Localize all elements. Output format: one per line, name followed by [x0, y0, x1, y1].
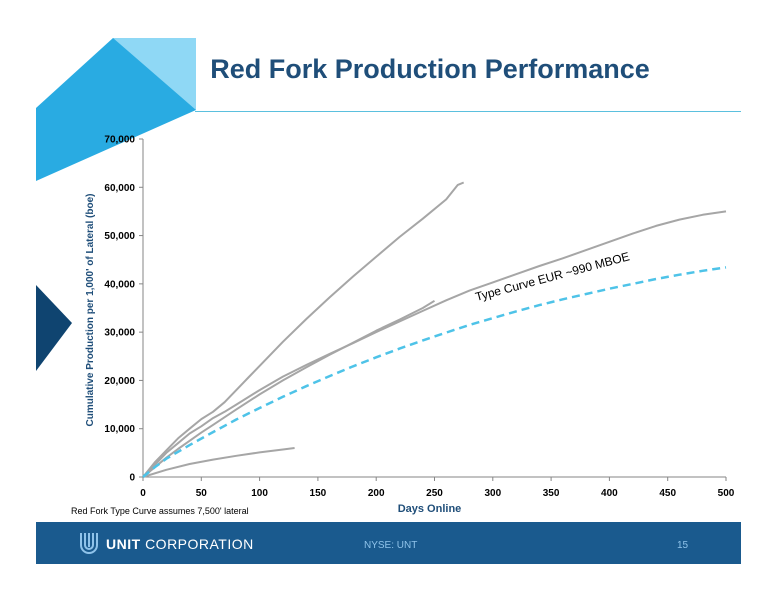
well-curve-line-1: [142, 181, 465, 478]
y-tick-label: 20,000: [104, 376, 135, 387]
x-tick-label: 150: [310, 488, 327, 499]
well-curve-line-2: [142, 210, 727, 478]
x-axis-title: Days Online: [398, 503, 462, 515]
x-tick-label: 0: [140, 488, 146, 499]
stock-ticker: NYSE: UNT: [364, 540, 418, 551]
x-tick-label: 450: [659, 488, 676, 499]
y-tick-label: 50,000: [104, 231, 135, 242]
left-arrow-shape: [36, 285, 72, 371]
type-curve-line: [142, 266, 727, 478]
x-tick-label: 100: [251, 488, 268, 499]
page-number: 15: [677, 540, 689, 551]
footer-bar: UNIT CORPORATION NYSE: UNT 15: [36, 522, 741, 564]
x-tick-label: 400: [601, 488, 618, 499]
x-tick-label: 50: [196, 488, 208, 499]
y-tick-label: 30,000: [104, 328, 135, 339]
well-curve-line-4: [142, 447, 295, 478]
company-name-rest: CORPORATION: [145, 536, 254, 552]
accent-highlight-shape: [113, 38, 196, 110]
page-title: Red Fork Production Performance: [210, 54, 650, 84]
footnote: Red Fork Type Curve assumes 7,500' later…: [71, 506, 249, 516]
y-tick-label: 60,000: [104, 183, 135, 194]
well-curve-line-3: [142, 299, 436, 478]
y-tick-label: 40,000: [104, 279, 135, 290]
y-tick-label: 70,000: [104, 135, 135, 146]
x-tick-label: 500: [718, 488, 735, 499]
company-name-bold: UNIT: [106, 536, 141, 552]
y-tick-label: 10,000: [104, 424, 135, 435]
title-divider: [195, 111, 741, 112]
x-tick-label: 250: [426, 488, 443, 499]
x-tick-label: 300: [484, 488, 501, 499]
y-axis-title: Cumulative Production per 1,000' of Late…: [85, 194, 96, 427]
company-name: UNIT CORPORATION: [106, 536, 254, 552]
x-tick-label: 200: [368, 488, 385, 499]
y-tick-label: 0: [129, 473, 135, 484]
type-curve-label: Type Curve EUR ~990 MBOE: [474, 249, 631, 304]
x-tick-label: 350: [543, 488, 560, 499]
unit-logo-icon: [80, 533, 98, 554]
